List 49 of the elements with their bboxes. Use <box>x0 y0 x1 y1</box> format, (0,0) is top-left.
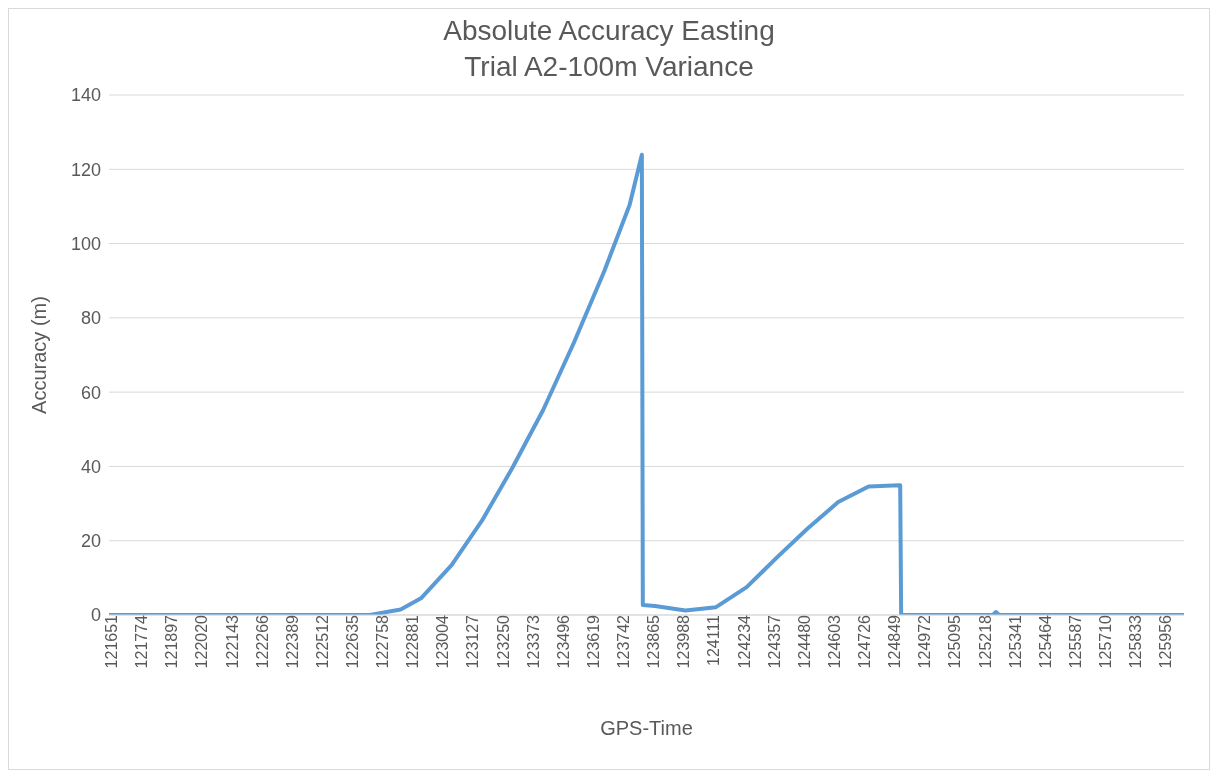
x-tick-label: 124603 <box>825 614 843 669</box>
x-tick-label: 125956 <box>1157 614 1175 669</box>
x-tick-label: 124357 <box>765 614 783 669</box>
x-tick-label: 125218 <box>976 614 994 669</box>
y-tick-label: 60 <box>80 382 101 403</box>
x-tick-label: 123742 <box>615 614 633 669</box>
x-tick-label: 125095 <box>946 614 964 669</box>
x-tick-label: 122635 <box>344 614 362 669</box>
y-tick-label: 140 <box>70 85 101 106</box>
x-tick-label: 121774 <box>133 614 151 669</box>
x-tick-label: 122758 <box>374 614 392 669</box>
x-tick-label: 124480 <box>795 614 813 669</box>
x-tick-label: 123250 <box>494 614 512 669</box>
x-tick-label: 123988 <box>675 614 693 669</box>
x-tick-label: 124972 <box>916 614 934 669</box>
chart-subtitle: Trial A2-100m Variance <box>463 50 755 84</box>
x-tick-label: 122143 <box>223 614 241 669</box>
x-tick-label: 123004 <box>434 614 452 669</box>
x-tick-label: 122881 <box>404 614 422 669</box>
x-tick-label: 124726 <box>856 614 874 669</box>
x-tick-label: 123373 <box>524 614 542 669</box>
x-tick-label: 123127 <box>464 614 482 669</box>
x-tick-label: 123619 <box>584 614 602 669</box>
x-tick-label: 124234 <box>735 614 753 669</box>
x-tick-label: 123865 <box>645 614 663 669</box>
x-tick-label: 122020 <box>193 614 211 669</box>
x-tick-label: 125710 <box>1097 614 1114 669</box>
x-tick-label: 124111 <box>705 614 723 667</box>
x-tick-label: 123496 <box>554 614 572 669</box>
x-tick-label: 122266 <box>253 614 271 669</box>
line-series <box>109 152 1184 615</box>
x-tick-label: 125833 <box>1127 614 1145 669</box>
x-tick-label: 125341 <box>1006 614 1024 669</box>
y-tick-label: 120 <box>70 159 101 180</box>
x-tick-label: 125464 <box>1036 614 1054 669</box>
x-tick-label: 124849 <box>886 614 904 669</box>
y-tick-label: 20 <box>80 531 101 552</box>
chart-title: Absolute Accuracy Easting <box>442 14 776 48</box>
x-tick-label: 121651 <box>103 614 121 669</box>
x-tick-label: 121897 <box>163 614 181 669</box>
x-tick-label: 122512 <box>313 614 331 669</box>
y-tick-label: 40 <box>80 456 101 477</box>
y-tick-label: 80 <box>80 308 101 329</box>
y-tick-label: 0 <box>90 605 101 626</box>
x-axis-title: GPS-Time <box>600 717 693 739</box>
y-axis-title: Accuracy (m) <box>28 296 51 414</box>
y-tick-label: 100 <box>70 233 101 254</box>
x-tick-label: 125587 <box>1066 614 1084 669</box>
x-tick-label: 122389 <box>283 614 301 669</box>
